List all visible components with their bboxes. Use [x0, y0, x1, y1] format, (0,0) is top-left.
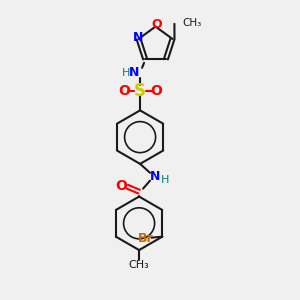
Text: O: O [118, 84, 130, 98]
Text: CH₃: CH₃ [129, 260, 149, 270]
Text: N: N [150, 170, 160, 183]
Text: Br: Br [138, 232, 153, 245]
Text: H: H [122, 68, 130, 78]
Text: O: O [115, 179, 127, 193]
Text: CH₃: CH₃ [182, 18, 202, 28]
Text: N: N [129, 66, 139, 79]
Text: O: O [151, 18, 162, 31]
Text: S: S [134, 82, 146, 100]
Text: O: O [150, 84, 162, 98]
Text: H: H [161, 175, 169, 185]
Text: N: N [132, 32, 143, 44]
